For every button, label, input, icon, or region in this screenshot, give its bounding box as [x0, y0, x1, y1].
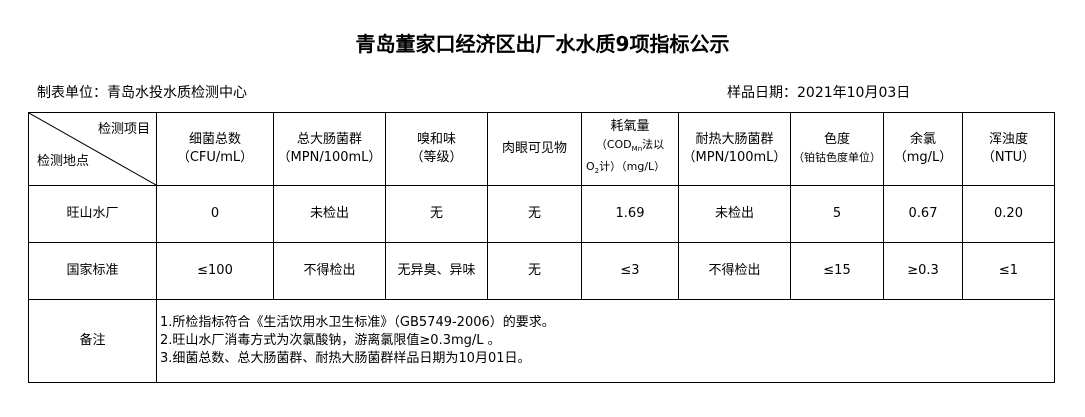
cell: 无: [487, 242, 582, 300]
cell: 无: [487, 185, 582, 243]
cell: ≤15: [790, 242, 884, 300]
cell: 不得检出: [273, 242, 386, 300]
corner-bottom-label: 检测地点: [37, 154, 90, 169]
header-row: 检测项目 检测地点 细菌总数 （CFU/mL） 总大肠菌群 （MPN/100mL） …: [28, 112, 1055, 186]
cell: 无: [385, 185, 488, 243]
cell: 5: [790, 185, 884, 243]
table-row: 国家标准 ≤100 不得检出 无异臭、异味 无 ≤3 不得检出 ≤15 ≥0.3…: [28, 242, 1055, 300]
corner-cell: 检测项目 检测地点: [28, 112, 157, 186]
remark-row: 备注 1.所检指标符合《生活饮用水卫生标准》（GB5749-2006）的要求。 …: [28, 299, 1055, 383]
corner-top-label: 检测项目: [97, 122, 150, 137]
page-title: 青岛董家口经济区出厂水水质9项指标公示: [355, 32, 730, 56]
cell: 未检出: [678, 185, 791, 243]
remark-label: 备注: [28, 299, 157, 383]
header-thermo-coliform: 耐热大肠菌群 （MPN/100mL）: [678, 112, 791, 186]
header-coliform: 总大肠菌群 （MPN/100mL）: [273, 112, 386, 186]
cell: 1.69: [581, 185, 679, 243]
remark-text: 1.所检指标符合《生活饮用水卫生标准》（GB5749-2006）的要求。 2.旺…: [156, 299, 1055, 383]
cell: ≤1: [962, 242, 1055, 300]
cell: 未检出: [273, 185, 386, 243]
sample-date: 样品日期：2021年10月03日: [727, 85, 911, 101]
row-label: 国家标准: [28, 242, 157, 300]
header-odor: 嗅和味 （等级）: [385, 112, 488, 186]
cell: 无异臭、异味: [385, 242, 488, 300]
cell: ≤3: [581, 242, 679, 300]
cell: 0: [156, 185, 274, 243]
cell: ≥0.3: [883, 242, 963, 300]
header-color: 色度 （铂钴色度单位）: [790, 112, 884, 186]
issuing-unit: 制表单位：青岛水投水质检测中心: [37, 85, 247, 101]
cell: 0.20: [962, 185, 1055, 243]
header-turbidity: 浑浊度 （NTU）: [962, 112, 1055, 186]
cell: ≤100: [156, 242, 274, 300]
cell: 不得检出: [678, 242, 791, 300]
cell: 0.67: [883, 185, 963, 243]
header-visible: 肉眼可见物: [487, 112, 582, 186]
table-row: 旺山水厂 0 未检出 无 无 1.69 未检出 5 0.67 0.20: [28, 185, 1055, 243]
header-chlorine: 余氯 （mg/L）: [883, 112, 963, 186]
header-bacteria: 细菌总数 （CFU/mL）: [156, 112, 274, 186]
row-label: 旺山水厂: [28, 185, 157, 243]
water-quality-table: 检测项目 检测地点 细菌总数 （CFU/mL） 总大肠菌群 （MPN/100mL） …: [28, 112, 1055, 383]
diagonal-line: [29, 113, 156, 185]
header-oxygen: 耗氧量 （CODMn法以 O2计）（mg/L）: [581, 112, 679, 186]
